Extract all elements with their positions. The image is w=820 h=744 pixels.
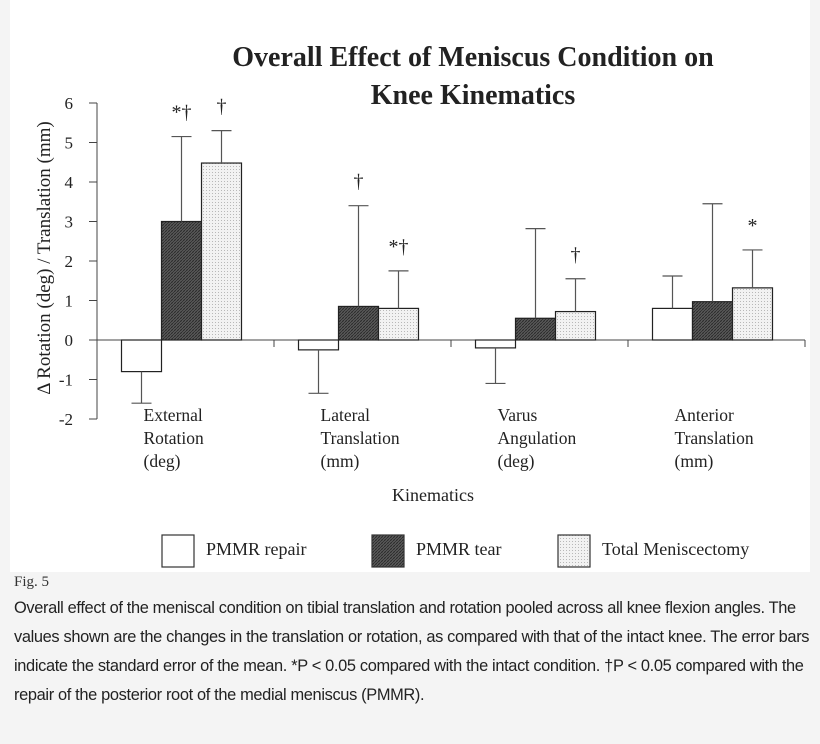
y-tick-label: 3 bbox=[65, 213, 74, 232]
chart-title-line-1: Overall Effect of Meniscus Condition on bbox=[232, 42, 714, 73]
figure-caption: Overall effect of the meniscal condition… bbox=[14, 599, 810, 704]
bar bbox=[554, 310, 597, 341]
bar bbox=[651, 307, 694, 341]
x-category-label: Varus bbox=[498, 405, 538, 425]
legend-label: PMMR tear bbox=[416, 539, 502, 559]
bar bbox=[160, 220, 203, 341]
bar bbox=[514, 317, 557, 341]
x-category-label: Translation bbox=[675, 428, 754, 448]
x-category-label: (mm) bbox=[675, 451, 714, 471]
bar bbox=[297, 339, 340, 351]
significance-mark: *† bbox=[172, 102, 192, 124]
figure-label: Fig. 5 bbox=[14, 574, 50, 590]
legend-swatch bbox=[371, 534, 405, 568]
bar bbox=[731, 287, 774, 341]
x-category-label: (deg) bbox=[498, 451, 535, 471]
legend-label: PMMR repair bbox=[206, 539, 307, 559]
significance-mark: *† bbox=[389, 236, 409, 258]
x-category-label: Lateral bbox=[321, 405, 371, 425]
bar bbox=[377, 307, 420, 341]
figure-panel: Overall Effect of Meniscus Condition on … bbox=[10, 0, 810, 572]
x-category-label: Anterior bbox=[675, 405, 734, 425]
significance-mark: † bbox=[354, 171, 364, 193]
y-tick-label: 1 bbox=[65, 292, 74, 311]
x-category-label: (mm) bbox=[321, 451, 360, 471]
y-tick-label: 0 bbox=[65, 331, 74, 350]
x-category-label: Translation bbox=[321, 428, 400, 448]
significance-mark: * bbox=[748, 215, 758, 237]
bar-chart: Overall Effect of Meniscus Condition on … bbox=[34, 42, 806, 568]
bar bbox=[200, 162, 243, 341]
legend-swatch bbox=[161, 534, 195, 568]
bar bbox=[474, 339, 517, 349]
y-tick-label: -1 bbox=[59, 371, 73, 390]
chart-title-line-2: Knee Kinematics bbox=[371, 80, 576, 111]
y-tick-label: -2 bbox=[59, 410, 73, 429]
y-axis-label: Δ Rotation (deg) / Translation (mm) bbox=[34, 121, 55, 394]
bar bbox=[120, 339, 163, 373]
y-tick-label: 2 bbox=[65, 252, 74, 271]
legend-label: Total Meniscectomy bbox=[602, 539, 749, 559]
legend-swatch bbox=[557, 534, 591, 568]
bar bbox=[337, 305, 380, 341]
y-tick-label: 5 bbox=[65, 134, 74, 153]
significance-mark: † bbox=[217, 96, 227, 118]
x-axis-label: Kinematics bbox=[392, 485, 474, 505]
x-category-label: Angulation bbox=[498, 428, 577, 448]
y-tick-label: 6 bbox=[65, 94, 74, 113]
x-category-label: Rotation bbox=[144, 428, 205, 448]
bar bbox=[691, 301, 734, 341]
significance-mark: † bbox=[571, 244, 581, 266]
x-category-label: (deg) bbox=[144, 451, 181, 471]
x-category-label: External bbox=[144, 405, 203, 425]
y-tick-label: 4 bbox=[65, 173, 74, 192]
